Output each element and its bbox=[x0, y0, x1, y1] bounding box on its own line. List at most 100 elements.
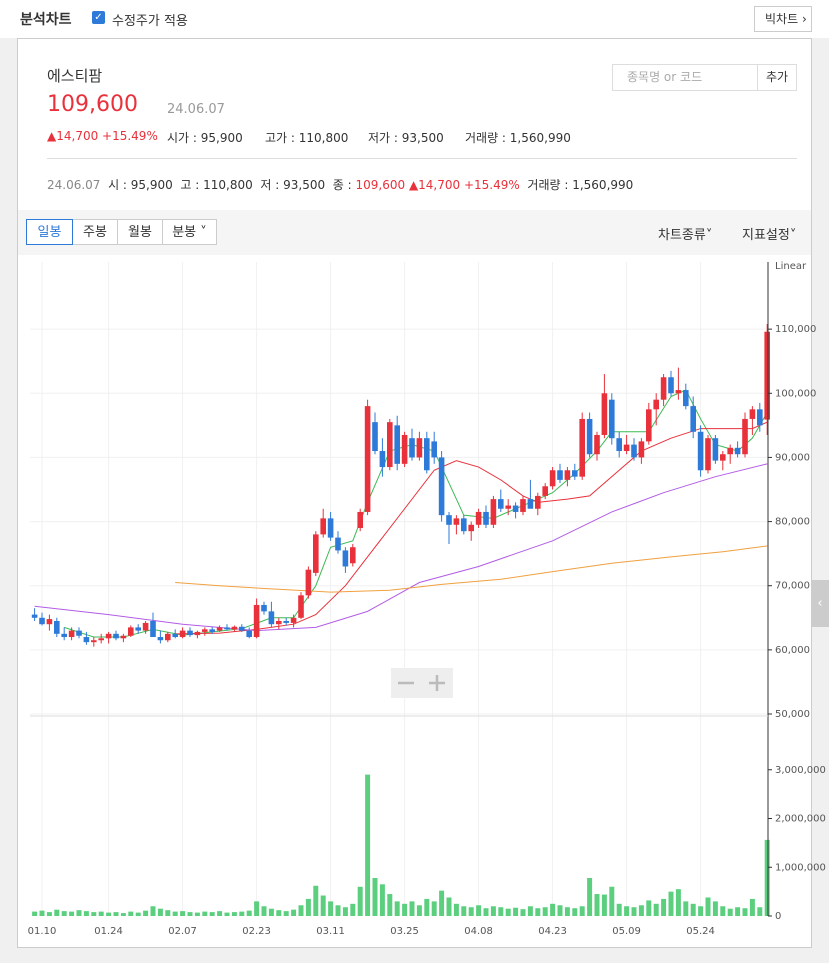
volume-bar bbox=[394, 901, 400, 916]
volume-bar bbox=[675, 889, 681, 916]
big-chart-button[interactable]: 빅차트 › bbox=[754, 6, 812, 32]
volume-bar bbox=[468, 907, 474, 916]
volume-bar bbox=[572, 908, 578, 916]
candle-body bbox=[416, 438, 423, 458]
volume-bar bbox=[231, 912, 237, 916]
volume-bar bbox=[39, 910, 45, 916]
candle-body bbox=[305, 569, 312, 596]
volume-bar bbox=[143, 910, 149, 916]
volume-bar bbox=[291, 909, 297, 916]
volume-bar bbox=[749, 898, 755, 916]
volume-bar bbox=[165, 910, 171, 916]
candle-body bbox=[609, 399, 615, 439]
volume-bar bbox=[61, 911, 67, 916]
candle-body bbox=[401, 434, 408, 464]
volume-bar bbox=[742, 908, 748, 916]
tab-week[interactable]: 주봉 bbox=[72, 219, 118, 245]
x-tick-label: 03.25 bbox=[390, 926, 419, 937]
volume-bar bbox=[601, 894, 607, 916]
candle-body bbox=[98, 638, 104, 641]
checkbox-label[interactable]: 수정주가 적용 bbox=[112, 14, 188, 29]
candle-body bbox=[535, 495, 541, 509]
tab-month[interactable]: 월봉 bbox=[117, 219, 163, 245]
volume-bar bbox=[276, 910, 282, 916]
search-placeholder: 종목명 or 코드 bbox=[627, 70, 703, 84]
x-tick-label: 03.11 bbox=[316, 926, 345, 937]
x-tick-label: 04.23 bbox=[538, 926, 567, 937]
volume-bar bbox=[120, 913, 126, 916]
candle-body bbox=[231, 626, 238, 630]
volume-bar bbox=[431, 901, 437, 916]
side-tab[interactable]: ‹ bbox=[811, 580, 829, 627]
indicators[interactable]: 지표설정˅ bbox=[742, 228, 797, 243]
candle-body bbox=[490, 499, 497, 525]
x-tick-label: 05.09 bbox=[612, 926, 641, 937]
candle-body bbox=[313, 534, 319, 573]
stock-change: ▲14,700 +15.49% bbox=[47, 129, 158, 143]
candle-body bbox=[601, 393, 608, 435]
volume-bar bbox=[239, 911, 245, 916]
volume-bar bbox=[520, 909, 526, 916]
x-tick-label: 02.07 bbox=[168, 926, 197, 937]
candle-body bbox=[579, 418, 585, 477]
candle-body bbox=[594, 434, 600, 455]
candle-body bbox=[105, 633, 112, 639]
top-bar bbox=[0, 0, 829, 38]
candle-body bbox=[527, 499, 534, 509]
candle-body bbox=[357, 511, 363, 528]
y-tick-label: 90,000 bbox=[775, 452, 810, 463]
volume-bar bbox=[128, 911, 134, 916]
volume-bar bbox=[505, 908, 511, 916]
candle-body bbox=[549, 470, 556, 487]
volume-bar bbox=[261, 906, 267, 916]
y-tick-label: 80,000 bbox=[775, 517, 810, 528]
candle-body bbox=[742, 418, 748, 455]
volume-bar bbox=[638, 905, 644, 916]
add-button[interactable]: 추가 bbox=[757, 64, 797, 91]
x-tick-label: 01.10 bbox=[28, 926, 57, 937]
volume-bar bbox=[616, 903, 622, 916]
candle-body bbox=[320, 518, 326, 535]
volume-bar bbox=[439, 890, 445, 916]
candle-body bbox=[660, 377, 667, 400]
candle-body bbox=[327, 518, 334, 538]
tab-day[interactable]: 일봉 bbox=[26, 219, 73, 245]
volume-bar bbox=[313, 885, 319, 916]
volume-bar bbox=[224, 912, 230, 916]
candle-body bbox=[720, 454, 726, 461]
candle-body bbox=[557, 470, 563, 480]
checkbox[interactable]: ✓ bbox=[92, 11, 105, 24]
volume-bar bbox=[594, 894, 600, 916]
info-close: 109,600 bbox=[355, 178, 406, 192]
stock-price: 109,600 bbox=[47, 92, 138, 117]
candle-body bbox=[113, 633, 119, 639]
volume-bar bbox=[209, 912, 215, 916]
volume-bar bbox=[69, 911, 75, 916]
candle-body bbox=[128, 627, 134, 636]
volume-bar bbox=[113, 912, 119, 916]
volume-bar bbox=[698, 906, 704, 916]
moving-average bbox=[175, 545, 768, 593]
candle-body bbox=[498, 499, 504, 509]
volume-bar bbox=[187, 912, 193, 916]
candle-body bbox=[564, 470, 571, 480]
candle-body bbox=[216, 627, 223, 631]
candle-body bbox=[697, 431, 704, 471]
candle-body bbox=[653, 399, 659, 410]
candle-body bbox=[91, 640, 97, 643]
candle-body bbox=[646, 409, 652, 442]
volume-bar bbox=[535, 908, 541, 916]
stock-volume: 거래량 : 1,560,990 bbox=[465, 131, 571, 145]
volume-bar bbox=[476, 905, 482, 916]
candle-body bbox=[446, 515, 452, 525]
volume-bar bbox=[661, 898, 667, 916]
candle-body bbox=[268, 611, 275, 625]
volume-bar bbox=[690, 903, 696, 916]
candle-body bbox=[379, 451, 386, 468]
x-tick-label: 01.24 bbox=[94, 926, 123, 937]
tab-minute[interactable]: 분봉 ˅ bbox=[162, 219, 217, 245]
candle-body bbox=[290, 617, 297, 623]
chart-kind[interactable]: 차트종류˅ bbox=[658, 228, 713, 243]
volume-bar bbox=[712, 901, 718, 916]
candle-body bbox=[224, 627, 230, 630]
